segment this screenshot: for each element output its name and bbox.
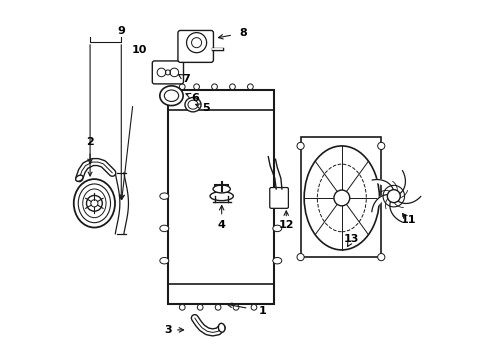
Polygon shape [390, 202, 402, 222]
Ellipse shape [74, 179, 115, 228]
Circle shape [230, 84, 235, 90]
FancyBboxPatch shape [178, 31, 214, 62]
Ellipse shape [213, 185, 230, 193]
Circle shape [179, 305, 185, 310]
Circle shape [378, 142, 385, 149]
Ellipse shape [219, 323, 225, 332]
Text: 4: 4 [218, 220, 225, 230]
Ellipse shape [273, 225, 282, 231]
Text: 1: 1 [258, 306, 266, 316]
Polygon shape [398, 197, 421, 203]
Circle shape [388, 190, 400, 203]
Ellipse shape [160, 86, 183, 105]
Circle shape [247, 84, 253, 90]
Circle shape [170, 68, 179, 77]
Ellipse shape [160, 193, 169, 199]
Text: 7: 7 [182, 74, 190, 84]
Ellipse shape [160, 225, 169, 231]
Circle shape [378, 253, 385, 261]
Text: 11: 11 [400, 215, 416, 225]
Text: 12: 12 [278, 220, 294, 230]
Text: 10: 10 [131, 45, 147, 55]
Ellipse shape [160, 257, 169, 264]
Ellipse shape [185, 98, 201, 112]
Ellipse shape [75, 175, 83, 181]
Circle shape [197, 305, 203, 310]
FancyBboxPatch shape [270, 188, 289, 208]
Text: 3: 3 [164, 325, 171, 335]
Polygon shape [400, 171, 405, 194]
Circle shape [297, 142, 304, 149]
Text: 13: 13 [344, 234, 360, 244]
Circle shape [251, 305, 257, 310]
Text: 6: 6 [191, 93, 199, 103]
Text: 9: 9 [117, 26, 125, 36]
Circle shape [194, 84, 199, 90]
Bar [300, 137, 381, 257]
Polygon shape [372, 195, 388, 212]
FancyBboxPatch shape [152, 61, 183, 84]
Ellipse shape [210, 192, 233, 201]
Circle shape [215, 305, 221, 310]
Circle shape [233, 305, 239, 310]
Ellipse shape [273, 193, 282, 199]
Circle shape [212, 84, 218, 90]
Circle shape [87, 195, 102, 211]
Bar [168, 90, 274, 304]
Text: 5: 5 [202, 103, 209, 113]
Text: 8: 8 [239, 28, 247, 38]
Circle shape [297, 253, 304, 261]
Circle shape [157, 68, 166, 77]
Circle shape [179, 84, 185, 90]
Ellipse shape [273, 257, 282, 264]
Text: 2: 2 [86, 138, 94, 147]
Polygon shape [372, 180, 393, 190]
Circle shape [334, 190, 350, 206]
